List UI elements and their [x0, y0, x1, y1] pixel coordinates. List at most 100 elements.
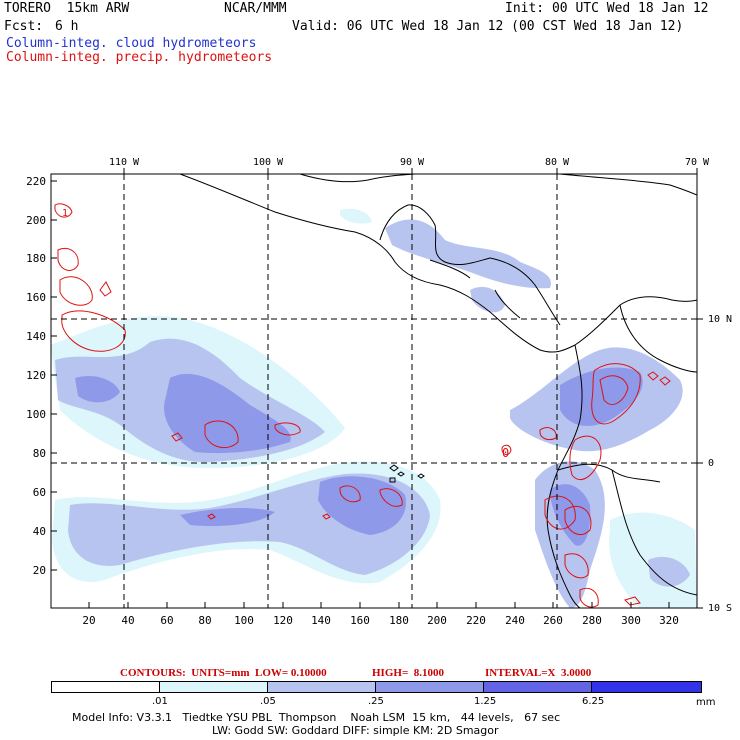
precip-contour-itcz-1	[204, 420, 239, 449]
contour-zero-label: 0	[502, 446, 509, 460]
precip-contour-itcz-6	[207, 513, 331, 520]
forecast-label: Fcst:	[4, 19, 44, 34]
contour-marker-label: 1	[62, 208, 68, 219]
y-tick-label: 60	[33, 486, 46, 499]
y-tick-label: 100	[26, 408, 46, 421]
legend-bin-2	[267, 681, 376, 693]
precip-contour-andes-3	[569, 435, 602, 480]
x-tick-label: 40	[121, 614, 134, 627]
x-tick-label: 200	[427, 614, 447, 627]
galapagos-islands	[389, 464, 425, 483]
lon-label: 110 W	[109, 157, 140, 168]
legend-unit: mm	[696, 697, 716, 708]
legend-bin-1	[159, 681, 268, 693]
colombia-coast	[574, 296, 697, 346]
legend-label-625: 6.25	[582, 696, 605, 707]
mexico-coast	[179, 174, 576, 353]
x-tick-label: 280	[582, 614, 602, 627]
cloud-area-caribbean-2	[470, 286, 505, 313]
x-tick-label: 100	[234, 614, 254, 627]
precip-contour-andes-9	[539, 427, 557, 441]
init-time: Init: 00 UTC Wed 18 Jan 12	[505, 1, 709, 16]
precip-contour-nw-2	[59, 276, 93, 306]
cloud-area-dark-2	[75, 375, 120, 403]
precip-contours	[54, 203, 671, 608]
x-tick-label: 220	[466, 614, 486, 627]
legend-bin-5	[591, 681, 702, 693]
precip-contour-andes-5	[564, 505, 592, 535]
x-tick-label: 20	[82, 614, 95, 627]
y-tick-label: 180	[26, 252, 46, 265]
top-lon-labels: 110 W 100 W 90 W 80 W 70 W	[109, 157, 710, 168]
lon-label: 70 W	[685, 157, 710, 168]
precip-contour-andes-1	[591, 363, 641, 425]
precip-contour-zero	[501, 444, 512, 455]
bottom-ticks	[88, 602, 670, 608]
lat-label: 10 S	[708, 603, 732, 614]
lon-label: 100 W	[253, 157, 284, 168]
organization-label: NCAR/MMM	[224, 1, 287, 16]
x-tick-label: 240	[505, 614, 525, 627]
precip-contour-andes-8	[647, 371, 671, 386]
contours-units-note: CONTOURS: UNITS=mm LOW= 0.10000	[120, 667, 327, 679]
contours-interval-note: INTERVAL=X 3.0000	[485, 667, 592, 679]
top-ticks	[123, 168, 698, 174]
model-info-line2: LW: Godd SW: Goddard DIFF: simple KM: 2D…	[212, 724, 499, 737]
precip-contour-andes-10	[624, 596, 641, 606]
lat-label: 10 N	[708, 314, 732, 325]
model-title: TORERO 15km ARW	[4, 1, 130, 16]
legend-bin-4	[483, 681, 592, 693]
shaded-field	[51, 208, 697, 608]
precip-contour-itcz-4	[339, 485, 361, 503]
precip-contour-itcz-5	[379, 488, 403, 507]
forecast-hour: 6 h	[55, 19, 79, 34]
y-tick-label: 20	[33, 564, 46, 577]
x-tick-label: 140	[311, 614, 331, 627]
right-lat-labels: 10 N 0 10 S	[708, 314, 732, 614]
left-ticks	[51, 180, 57, 571]
x-tick-label: 160	[350, 614, 370, 627]
coastlines	[179, 174, 697, 608]
cloud-area-caribbean	[385, 219, 551, 289]
x-tick-label: 260	[543, 614, 563, 627]
right-ticks	[697, 318, 703, 609]
precip-contour-andes-7	[579, 587, 599, 608]
precip-contour-andes-4	[544, 495, 576, 530]
field-precip-title: Column-integ. precip. hydrometeors	[6, 50, 273, 65]
peru-brazil-border	[611, 469, 697, 596]
y-tick-label: 200	[26, 214, 46, 227]
legend-label-05: .05	[260, 696, 276, 707]
bottom-x-labels: 20 40 60 80 100 120 140 160 180 200 220 …	[82, 614, 679, 627]
precip-contour-itcz-2	[274, 422, 301, 436]
legend-bin-0	[51, 681, 160, 693]
caribbean-coast-top	[559, 174, 697, 196]
y-tick-label: 40	[33, 525, 46, 538]
legend-label-25: .25	[368, 696, 384, 707]
x-tick-label: 300	[621, 614, 641, 627]
pacific-sa-coast	[546, 344, 583, 608]
plot-frame	[50, 173, 698, 609]
tick-marks	[51, 168, 703, 609]
precip-contour-andes-6	[564, 553, 589, 579]
cloud-area-colombia-dark	[560, 367, 643, 426]
cloud-area-dark-4	[180, 508, 275, 527]
lat-label: 0	[708, 458, 714, 469]
y-tick-label: 120	[26, 369, 46, 382]
valid-time: Valid: 06 UTC Wed 18 Jan 12 (00 CST Wed …	[292, 19, 684, 34]
model-info-line1: Model Info: V3.3.1 Tiedtke YSU PBL Thomp…	[72, 711, 561, 724]
y-tick-label: 220	[26, 175, 46, 188]
contours-high-note: HIGH= 8.1000	[372, 667, 444, 679]
gulf-coast	[299, 174, 416, 183]
y-tick-label: 140	[26, 330, 46, 343]
cloud-area-dark	[164, 373, 291, 454]
y-tick-label: 80	[33, 447, 46, 460]
cloud-area-andes-dark	[550, 484, 591, 546]
lon-label: 80 W	[545, 157, 570, 168]
legend-label-01: .01	[152, 696, 168, 707]
yucatan-coast	[379, 204, 561, 326]
precip-contour-nw-5	[54, 203, 73, 218]
precip-contour-itcz-3	[171, 432, 183, 442]
precip-contour-nw-1	[57, 247, 79, 271]
x-tick-label: 180	[389, 614, 409, 627]
